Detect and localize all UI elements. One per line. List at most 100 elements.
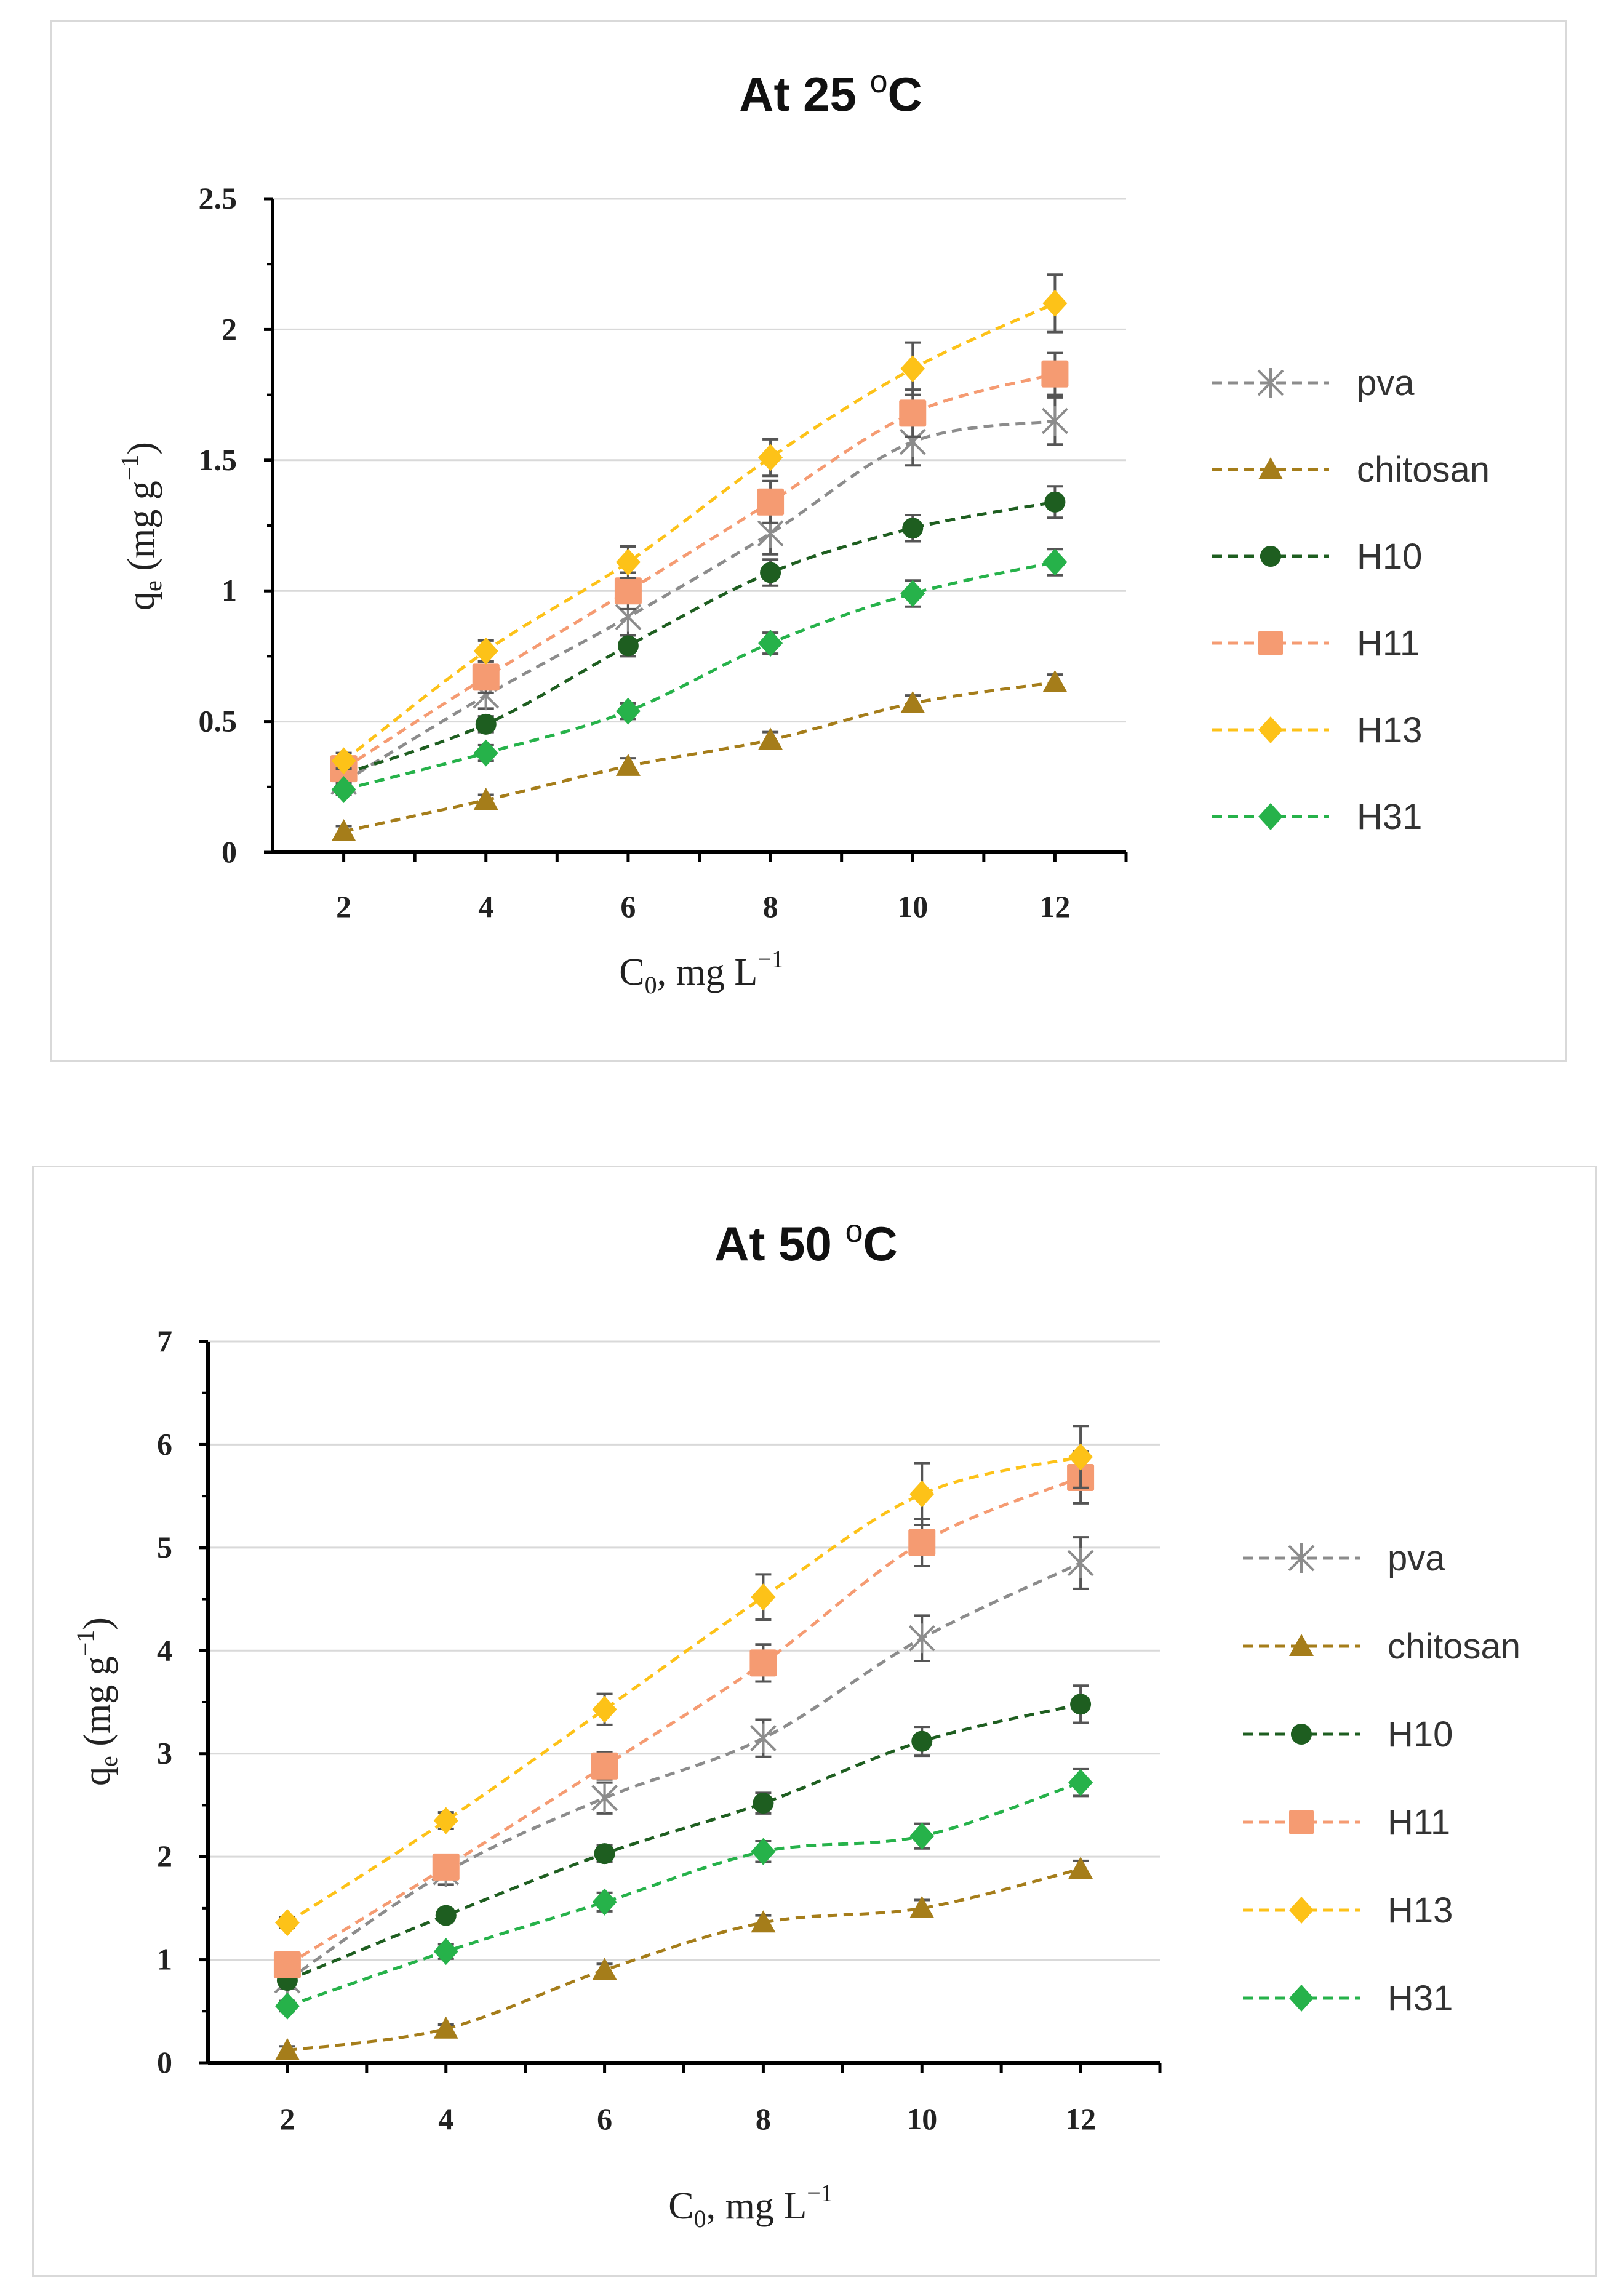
point-H13 (274, 1909, 300, 1937)
point-H13 (592, 1695, 617, 1723)
point-pva (908, 1623, 935, 1654)
point-H13 (1042, 289, 1068, 317)
point-H31 (1068, 1769, 1093, 1796)
point-H13 (909, 1480, 935, 1508)
legend-label-pva: pva (1357, 363, 1415, 403)
point-chitosan (1068, 1857, 1093, 1879)
series-line-H10 (343, 500, 1055, 775)
legend-label-pva: pva (1388, 1538, 1445, 1578)
chart-25c: At 25 oC 0 0.5 1 1.5 2 2.5 2 4 6 8 10 12 qe (mg g−1) C… (116, 64, 1490, 999)
legend-label-H11: H11 (1357, 623, 1420, 663)
y-tick-label: 1 (222, 573, 237, 607)
legend-item-H31: H31 (1212, 797, 1422, 837)
legend-item-chitosan: chitosan (1243, 1626, 1520, 1666)
series-H13 (331, 273, 1068, 775)
x-tick-label: 12 (1039, 889, 1070, 924)
y-tick-label: 7 (157, 1324, 172, 1358)
point-pva (591, 1783, 618, 1813)
legend-marker-H13 (1289, 1897, 1314, 1924)
legend-label-chitosan: chitosan (1388, 1626, 1520, 1666)
point-H13 (473, 637, 498, 665)
point-chitosan (1042, 670, 1068, 692)
legend-marker-H11 (1258, 631, 1283, 655)
legend-item-H10: H10 (1212, 537, 1422, 577)
point-H31 (274, 1992, 300, 2020)
point-H13 (433, 1807, 458, 1834)
series-line-H11 (343, 372, 1056, 770)
x-tick-label: 8 (756, 2102, 771, 2136)
point-chitosan (473, 788, 498, 810)
point-H10 (911, 1730, 933, 1752)
series-line-H13 (343, 302, 1056, 762)
series-H10 (276, 1684, 1092, 1991)
point-H10 (617, 635, 639, 657)
series-chitosan (274, 1857, 1093, 2060)
y-tick-label: 4 (157, 1633, 172, 1667)
point-chitosan (615, 753, 641, 776)
point-H31 (751, 1838, 776, 1865)
legend-item-pva: pva (1212, 363, 1415, 403)
point-chitosan (751, 1910, 776, 1933)
x-tick-label: 10 (897, 889, 928, 924)
point-pva (750, 1723, 777, 1753)
legend-marker-H31 (1289, 1985, 1314, 2012)
legend-item-H11: H11 (1243, 1802, 1450, 1842)
chart-panel-25c (50, 20, 1567, 1062)
point-H11 (749, 1649, 777, 1677)
point-H13 (615, 548, 641, 576)
series-H31 (274, 1767, 1093, 2020)
point-H31 (900, 580, 925, 607)
legend-label-H31: H31 (1388, 1978, 1453, 2018)
legend-label-H13: H13 (1388, 1890, 1453, 1930)
series-line-H11 (286, 1476, 1082, 1967)
point-H11 (1041, 360, 1069, 388)
y-tick-label: 6 (157, 1426, 172, 1461)
point-chitosan (433, 2016, 458, 2039)
point-H11 (591, 1752, 618, 1780)
point-H10 (475, 713, 497, 735)
point-H13 (331, 747, 356, 775)
point-H10 (1070, 1694, 1092, 1715)
point-H13 (751, 1583, 776, 1611)
y-tick-label: 1 (157, 1942, 172, 1977)
legend-marker-pva (1257, 368, 1284, 398)
point-H13 (900, 355, 925, 383)
legend-marker-H10 (1260, 546, 1281, 567)
chart-title: At 25 oC (739, 64, 922, 121)
y-tick-label: 0 (222, 834, 237, 869)
point-H13 (758, 444, 783, 471)
legend-label-H10: H10 (1357, 537, 1422, 577)
point-H13 (1068, 1443, 1093, 1471)
series-pva (274, 1536, 1094, 1996)
legend-item-pva: pva (1243, 1538, 1445, 1578)
point-H31 (331, 776, 356, 804)
point-chitosan (900, 690, 925, 713)
series-H31 (331, 548, 1068, 804)
point-H31 (592, 1888, 617, 1916)
point-H11 (614, 577, 642, 605)
point-H10 (902, 518, 924, 539)
y-tick-label: 2 (157, 1839, 172, 1873)
legend-marker-H31 (1258, 803, 1283, 830)
point-H31 (473, 739, 498, 767)
series-line-H31 (287, 1781, 1081, 2008)
series-H10 (333, 485, 1066, 785)
series-pva (330, 396, 1068, 797)
series-line-chitosan (343, 681, 1055, 833)
x-tick-label: 4 (438, 2102, 453, 2136)
series-H13 (274, 1425, 1093, 1937)
x-tick-label: 2 (336, 889, 351, 924)
series-line-chitosan (287, 1867, 1081, 2052)
point-chitosan (331, 819, 356, 842)
point-H10 (753, 1793, 774, 1814)
x-tick-label: 6 (597, 2102, 612, 2136)
series-H11 (330, 351, 1069, 783)
point-H11 (908, 1529, 936, 1556)
series-line-H13 (286, 1455, 1081, 1924)
point-H31 (615, 697, 641, 725)
chart-title: At 50 oC (714, 1214, 898, 1271)
x-tick-label: 10 (906, 2102, 937, 2136)
x-tick-label: 12 (1065, 2102, 1096, 2136)
